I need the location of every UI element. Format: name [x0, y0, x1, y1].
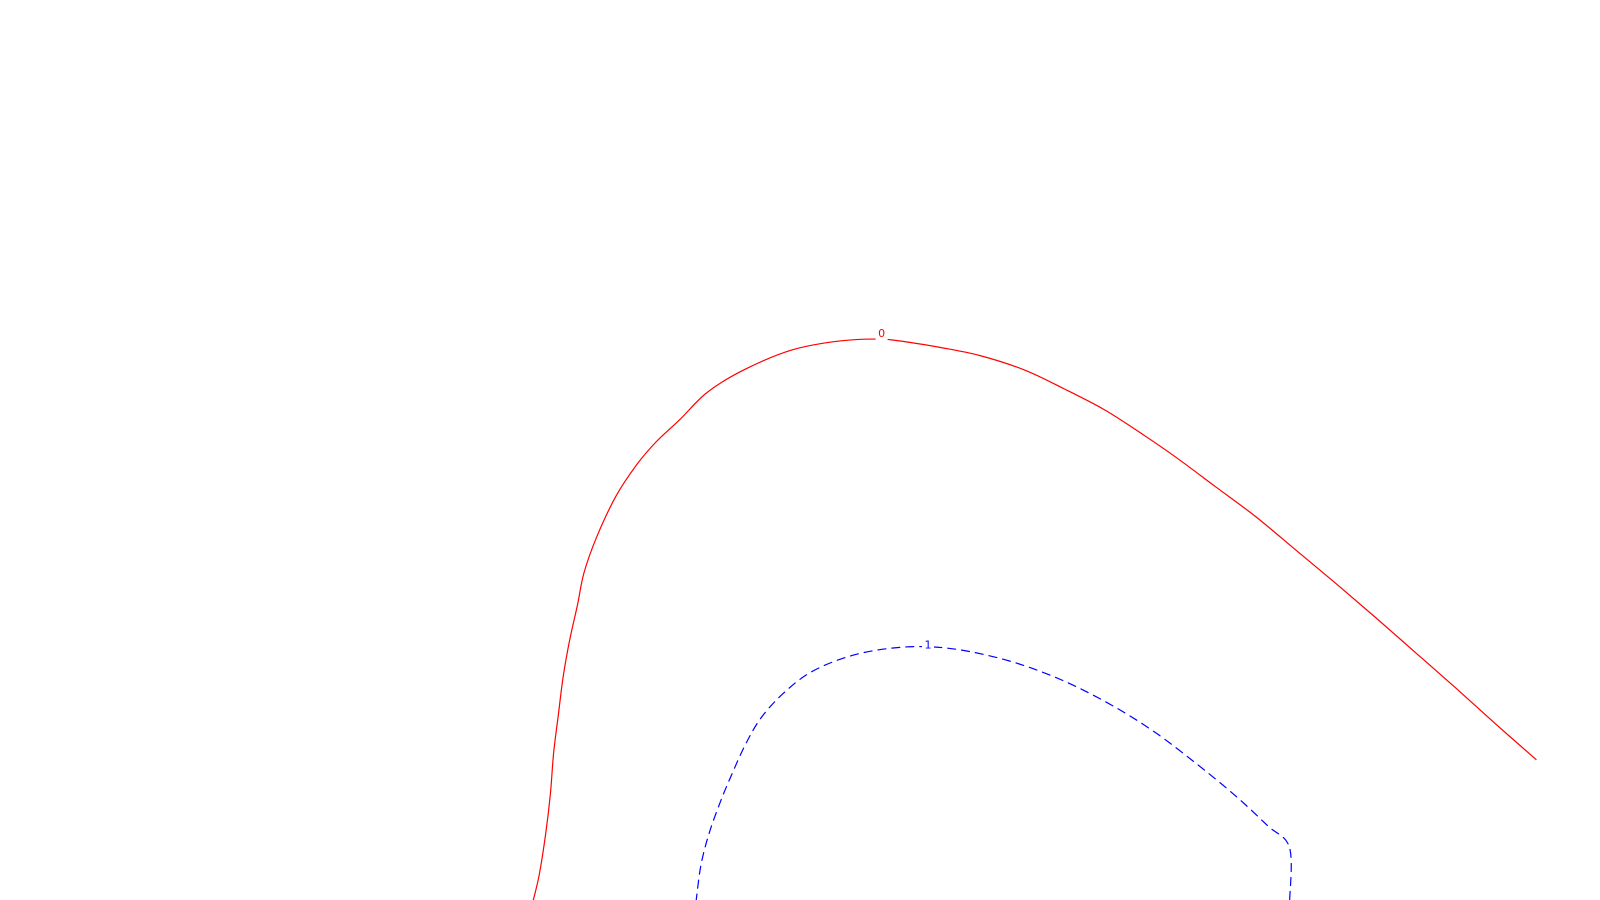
contour-line-level-1: [695, 645, 1292, 900]
contour-label-0: 0: [878, 327, 885, 340]
contour-label-background-1: [922, 639, 934, 652]
contour-label-1: 1: [925, 639, 932, 652]
contour-label-layer: 01: [875, 327, 934, 652]
contour-label-background-0: [875, 332, 888, 345]
contour-layer: [532, 338, 1537, 900]
contour-line-level-0: [532, 338, 1537, 900]
